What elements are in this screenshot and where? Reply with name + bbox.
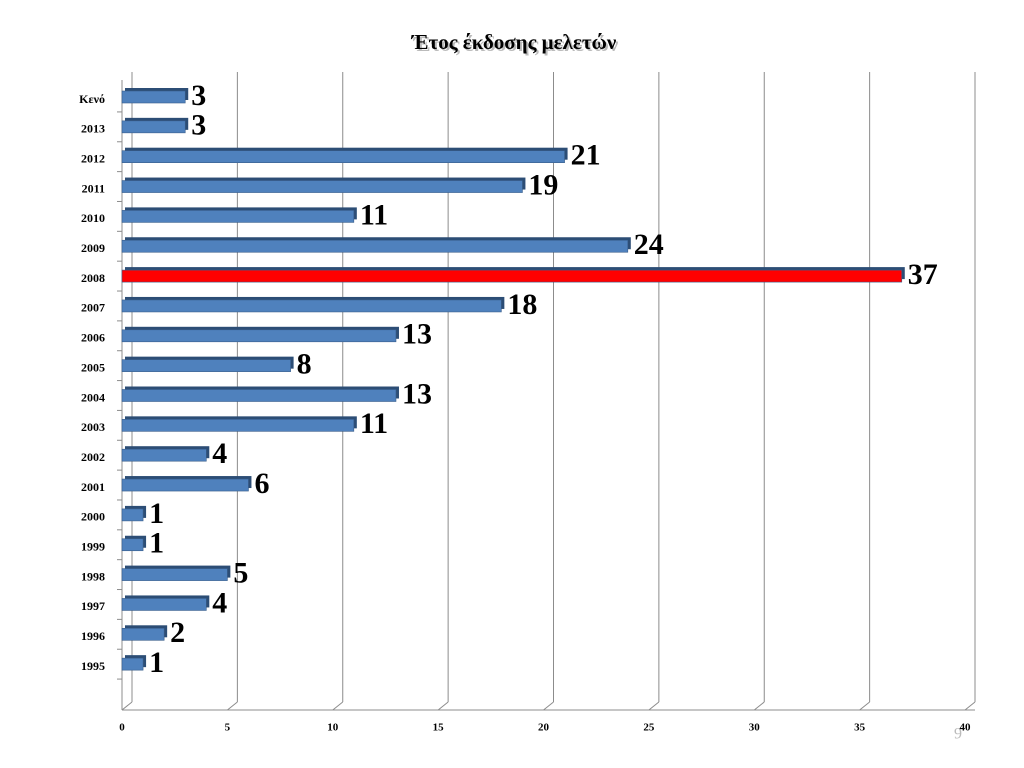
bar <box>121 90 186 104</box>
bar <box>121 478 249 492</box>
bar <box>121 598 207 611</box>
bar <box>121 627 165 641</box>
data-label: 19 <box>528 168 558 201</box>
bar <box>121 568 228 581</box>
y-tick-label: 2002 <box>81 450 105 464</box>
y-tick-label: 2000 <box>81 510 105 524</box>
y-tick-label: 2006 <box>81 331 105 345</box>
y-tick-label: 2013 <box>81 122 105 136</box>
x-tick-label: 25 <box>643 722 655 734</box>
x-tick-label: 0 <box>119 722 125 734</box>
y-tick-label: 2003 <box>81 420 105 434</box>
data-label: 1 <box>149 646 164 679</box>
y-tick-label: 2009 <box>81 241 105 255</box>
bar <box>121 508 144 522</box>
bar <box>121 239 629 253</box>
grid-foot <box>964 701 976 711</box>
data-label: 21 <box>571 139 601 172</box>
grid-foot <box>227 701 238 711</box>
data-label: 1 <box>149 527 164 560</box>
grid-foot <box>332 701 344 711</box>
data-label: 37 <box>908 258 938 291</box>
y-tick-label: 2010 <box>81 211 105 225</box>
bar <box>121 448 207 462</box>
y-tick-label: 2005 <box>81 360 105 374</box>
bar <box>121 419 355 432</box>
data-label: 3 <box>191 79 206 112</box>
bar <box>121 210 355 223</box>
y-tick-label: 2001 <box>81 480 105 494</box>
data-label: 4 <box>212 586 227 619</box>
bar <box>121 538 144 552</box>
data-label: 6 <box>254 467 269 500</box>
bar <box>121 299 502 313</box>
grid-foot <box>121 701 133 711</box>
data-label: 13 <box>402 377 432 410</box>
data-label: 11 <box>360 198 388 231</box>
data-label: 18 <box>507 288 537 321</box>
y-tick-label: 2012 <box>81 151 105 165</box>
y-tick-label: 1997 <box>81 599 105 613</box>
title-shadow: Έτος έκδοσης μελετών <box>413 32 619 56</box>
grid-foot <box>859 701 870 711</box>
x-tick-label: 40 <box>960 722 972 734</box>
data-label: 2 <box>170 616 185 649</box>
x-tick-label: 10 <box>327 722 339 734</box>
page-number: 9 <box>954 726 962 743</box>
bar <box>121 359 291 372</box>
grid-foot <box>543 701 554 711</box>
data-label: 8 <box>297 348 312 381</box>
x-tick-label: 5 <box>225 722 231 734</box>
x-tick-label: 15 <box>433 722 445 734</box>
data-label: 5 <box>233 556 248 589</box>
data-label: 11 <box>360 407 388 440</box>
y-tick-label: 1998 <box>81 569 105 583</box>
y-tick-label: 1996 <box>81 629 105 643</box>
data-label: 24 <box>634 228 664 261</box>
y-tick-label: 1999 <box>81 540 105 554</box>
y-tick-label: 1995 <box>81 659 105 673</box>
data-label: 1 <box>149 497 164 530</box>
y-tick-label: Κενό <box>79 92 105 106</box>
bar <box>121 389 397 402</box>
y-tick-label: 2011 <box>82 181 105 195</box>
chart-title: Έτος έκδοσης μελετών <box>411 30 617 54</box>
grid-foot <box>753 701 765 711</box>
grid-foot <box>437 701 449 711</box>
bar <box>121 329 397 343</box>
bar <box>121 120 186 134</box>
bar <box>121 180 523 193</box>
x-tick-label: 30 <box>749 722 761 734</box>
x-tick-label: 35 <box>854 722 866 734</box>
y-tick-label: 2004 <box>81 390 105 404</box>
bar <box>121 150 565 163</box>
y-tick-label: 2008 <box>81 271 105 285</box>
data-label: 13 <box>402 318 432 351</box>
data-label: 4 <box>212 437 227 470</box>
data-label: 3 <box>191 109 206 142</box>
y-tick-label: 2007 <box>81 301 105 315</box>
grid-foot <box>648 701 660 711</box>
bar <box>121 269 903 283</box>
bar <box>121 657 144 671</box>
x-tick-label: 20 <box>538 722 550 734</box>
